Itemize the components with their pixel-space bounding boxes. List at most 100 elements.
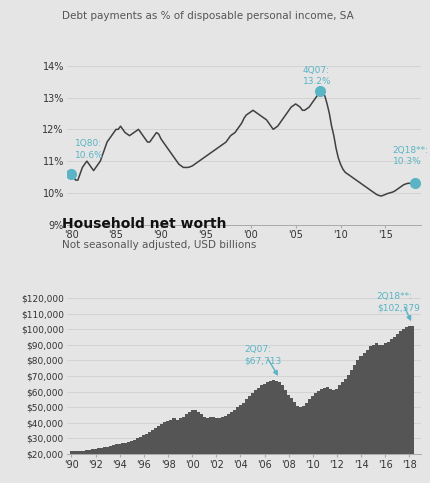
Bar [169,420,172,483]
Bar [251,393,254,483]
Bar [305,403,308,483]
Bar [224,416,227,483]
Bar [127,442,130,483]
Bar [296,406,299,483]
Bar [375,343,378,483]
Bar [372,345,375,483]
Bar [148,432,151,483]
Bar [344,379,347,483]
Bar [290,398,293,483]
Bar [190,410,194,483]
Bar [218,418,221,483]
Bar [248,397,251,483]
Bar [103,447,106,483]
Bar [157,426,160,483]
Bar [178,418,181,483]
Bar [260,385,263,483]
Bar [206,418,209,483]
Bar [311,397,314,483]
Bar [142,435,145,483]
Bar [197,412,200,483]
Bar [341,383,344,483]
Bar [378,345,381,483]
Bar [408,326,411,483]
Bar [70,451,73,483]
Bar [338,385,341,483]
Bar [263,384,266,483]
Text: 1Q80:
10.6%: 1Q80: 10.6% [75,140,104,159]
Bar [396,334,399,483]
Bar [209,417,212,483]
Bar [91,449,94,483]
Bar [359,356,362,483]
Bar [215,418,218,483]
Bar [227,414,230,483]
Bar [254,390,257,483]
Bar [221,417,224,483]
Bar [257,388,260,483]
Bar [275,381,278,483]
Bar [97,448,100,483]
Bar [163,422,166,483]
Bar [323,388,326,483]
Bar [136,439,139,483]
Text: Debt payments as % of disposable personal income, SA: Debt payments as % of disposable persona… [62,11,354,21]
Bar [332,390,335,483]
Bar [130,441,133,483]
Bar [184,414,187,483]
Text: 2Q18**:
10.3%: 2Q18**: 10.3% [393,146,429,166]
Bar [369,346,372,483]
Bar [281,385,284,483]
Bar [82,451,85,483]
Bar [139,437,142,483]
Bar [85,450,88,483]
Bar [366,350,369,483]
Bar [73,451,76,483]
Bar [106,447,109,483]
Bar [350,370,353,483]
Bar [287,395,290,483]
Bar [166,421,169,483]
Bar [112,445,115,483]
Bar [194,411,197,483]
Bar [239,405,242,483]
Bar [175,420,178,483]
Bar [278,383,281,483]
Bar [121,443,124,483]
Bar [160,424,163,483]
Bar [187,412,190,483]
Bar [411,326,414,483]
Bar [266,383,269,483]
Bar [308,399,311,483]
Text: Household debt service ratio: Household debt service ratio [62,0,289,2]
Bar [203,417,206,483]
Bar [356,360,359,483]
Bar [347,374,350,483]
Bar [387,342,390,483]
Bar [302,406,305,483]
Bar [317,391,320,483]
Bar [381,345,384,483]
Bar [399,331,402,483]
Bar [236,407,239,483]
Bar [242,403,245,483]
Bar [335,388,338,483]
Bar [200,414,203,483]
Text: Not seasonally adjusted, USD billions: Not seasonally adjusted, USD billions [62,240,257,250]
Bar [230,412,233,483]
Bar [284,390,287,483]
Bar [151,430,154,483]
Bar [124,442,127,483]
Bar [326,387,329,483]
Bar [329,388,332,483]
Bar [181,417,184,483]
Bar [233,410,236,483]
Bar [362,353,366,483]
Bar [269,381,272,483]
Bar [109,446,112,483]
Bar [154,428,157,483]
Bar [405,327,408,483]
Bar [88,450,91,483]
Bar [94,449,97,483]
Bar [393,337,396,483]
